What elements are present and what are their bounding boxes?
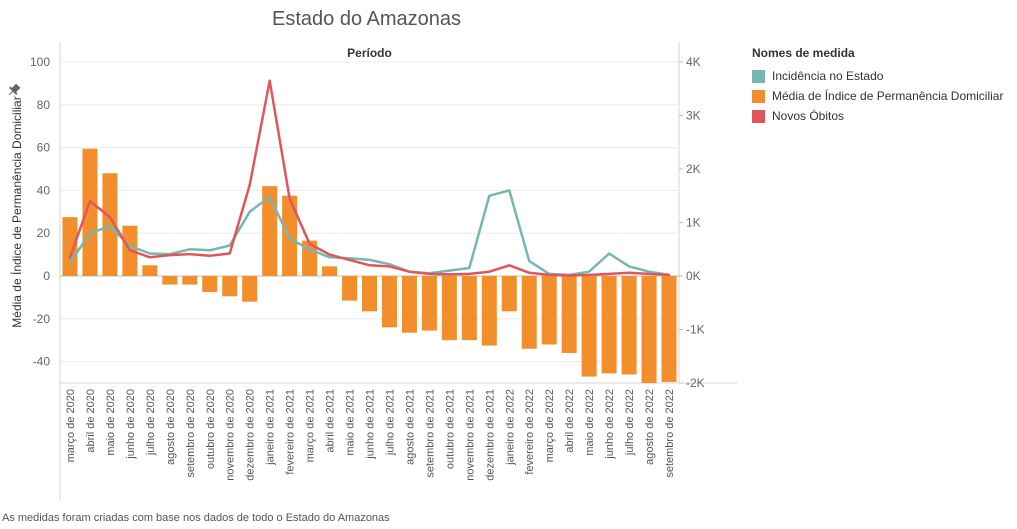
x-tick-label: fevereiro de 2021	[285, 389, 297, 475]
bar	[381, 276, 397, 328]
bar	[641, 276, 657, 383]
x-tick-label: outubro de 2021	[444, 389, 456, 469]
x-tick-label: outubro de 2020	[205, 389, 217, 469]
legend: Nomes de medida Incidência no Estado Méd…	[752, 46, 1003, 126]
bar	[521, 276, 537, 349]
y-tick-label-left: -20	[33, 312, 51, 326]
x-tick-label: julho de 2021	[385, 389, 397, 456]
x-tick-label: abril de 2021	[325, 389, 337, 453]
bar	[421, 276, 437, 331]
x-tick-label: abril de 2022	[564, 389, 576, 453]
x-tick-label: janeiro de 2021	[265, 389, 277, 466]
x-tick-label: junho de 2020	[125, 389, 137, 460]
x-tick-label: junho de 2022	[604, 389, 616, 460]
line-series-incidencia	[68, 189, 671, 277]
x-tick-label: novembro de 2021	[464, 389, 476, 481]
x-tick-label: maio de 2022	[584, 389, 596, 456]
legend-swatch-obitos	[752, 109, 765, 123]
bar	[262, 186, 278, 276]
bar	[401, 276, 417, 333]
legend-label-permanencia: Média de Índice de Permanência Domicilia…	[772, 89, 1004, 103]
bar	[501, 276, 517, 312]
bar	[202, 276, 218, 293]
bar	[162, 276, 178, 285]
pin-icon	[8, 83, 21, 96]
x-tick-label: fevereiro de 2022	[524, 389, 536, 475]
y-tick-label-right: 2K	[686, 162, 701, 176]
y-tick-label-right: 4K	[686, 55, 701, 69]
y-tick-label-right: 1K	[686, 216, 701, 230]
bar	[322, 266, 338, 276]
bar	[342, 276, 358, 301]
legend-label-obitos: Novos Óbitos	[772, 109, 845, 123]
y-tick-label-left: -40	[33, 355, 51, 369]
y-tick-label-right: 0K	[686, 269, 701, 283]
x-tick-label: dezembro de 2020	[245, 389, 257, 481]
x-tick-label: novembro de 2020	[225, 389, 237, 481]
y-tick-label-right: -1K	[686, 323, 705, 337]
bar	[102, 173, 118, 276]
y-tick-label-left: 20	[37, 226, 51, 240]
legend-swatch-incidencia	[752, 69, 765, 83]
bar	[561, 276, 577, 354]
bar	[621, 276, 637, 375]
bar	[222, 276, 238, 297]
x-tick-label: agosto de 2021	[404, 389, 416, 465]
line-series-novos-obitos	[68, 79, 671, 277]
legend-item-incidencia[interactable]: Incidência no Estado	[752, 66, 1003, 86]
x-tick-label: setembro de 2022	[664, 389, 676, 478]
legend-label-incidencia: Incidência no Estado	[772, 69, 884, 83]
legend-item-permanencia[interactable]: Média de Índice de Permanência Domicilia…	[752, 86, 1003, 106]
bar	[541, 276, 557, 345]
y-tick-label-left: 0	[43, 269, 50, 283]
x-tick-label: janeiro de 2022	[504, 389, 516, 466]
legend-item-obitos[interactable]: Novos Óbitos	[752, 106, 1003, 126]
bar	[362, 276, 377, 312]
bar	[461, 276, 477, 341]
y-tick-label-left: 40	[37, 183, 51, 197]
legend-swatch-permanencia	[752, 89, 765, 103]
bar	[182, 276, 198, 285]
x-tick-label: setembro de 2021	[424, 389, 436, 478]
bar	[581, 276, 597, 377]
y-tick-label-left: 60	[37, 141, 51, 155]
x-tick-label: março de 2022	[544, 389, 556, 462]
x-tick-label: março de 2021	[305, 389, 317, 462]
bar	[142, 265, 158, 276]
x-tick-label: dezembro de 2021	[484, 389, 496, 481]
x-tick-label: agosto de 2022	[644, 389, 656, 465]
column-header: Período	[347, 46, 392, 60]
bar	[661, 276, 677, 382]
bar	[62, 217, 78, 276]
x-tick-label: julho de 2022	[624, 389, 636, 456]
x-tick-label: março de 2020	[65, 389, 77, 462]
x-tick-label: abril de 2020	[85, 389, 97, 453]
chart-title: Estado do Amazonas	[272, 8, 462, 30]
bar	[601, 276, 617, 374]
x-tick-label: maio de 2020	[105, 389, 117, 456]
x-tick-label: maio de 2021	[345, 389, 357, 456]
y-tick-label-right: 3K	[686, 109, 701, 123]
y-axis-title: Média de Índice de Permanência Domicilia…	[9, 96, 24, 327]
y-tick-label-left: 80	[37, 98, 51, 112]
bar	[481, 276, 497, 346]
bar	[441, 276, 457, 341]
bar	[242, 276, 258, 302]
x-tick-label: setembro de 2020	[185, 389, 197, 478]
legend-title: Nomes de medida	[752, 46, 855, 60]
footnote: As medidas foram criadas com base nos da…	[2, 512, 390, 524]
x-tick-label: agosto de 2020	[165, 389, 177, 465]
y-tick-label-left: 100	[30, 55, 50, 69]
y-tick-label-right: -2K	[686, 376, 705, 390]
x-tick-label: julho de 2020	[145, 389, 157, 456]
x-tick-label: junho de 2021	[365, 389, 377, 460]
bar	[82, 148, 98, 276]
